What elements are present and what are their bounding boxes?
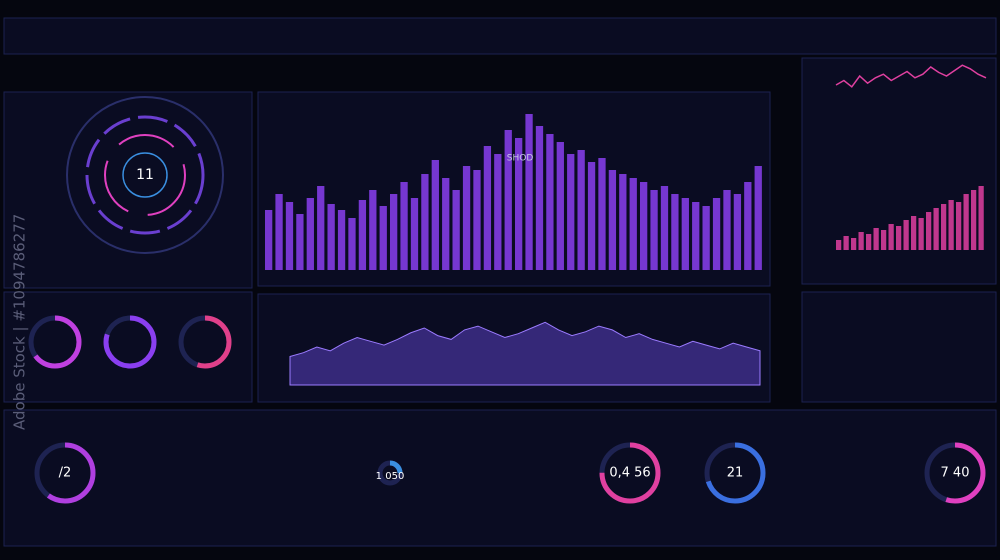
radar-ring bbox=[122, 152, 168, 198]
bar bbox=[265, 210, 273, 270]
bar bbox=[851, 238, 857, 250]
gauge-arc bbox=[377, 460, 403, 486]
bar bbox=[671, 194, 679, 270]
bar bbox=[903, 220, 909, 250]
bar bbox=[754, 166, 762, 270]
radar-ring bbox=[104, 134, 186, 216]
bar bbox=[866, 234, 872, 250]
bar bbox=[918, 218, 924, 250]
gauge-label: 0,4 56 bbox=[609, 466, 650, 481]
bar bbox=[546, 134, 554, 270]
radar-ring bbox=[85, 115, 205, 235]
gauge-arc bbox=[103, 315, 157, 369]
bar bbox=[858, 232, 864, 250]
bar bbox=[598, 158, 606, 270]
bar bbox=[379, 206, 387, 270]
bar bbox=[888, 224, 894, 250]
bar bbox=[369, 190, 377, 270]
bar bbox=[410, 198, 419, 270]
bar bbox=[971, 190, 977, 250]
bar bbox=[640, 182, 648, 270]
bar bbox=[587, 162, 596, 270]
bar bbox=[881, 230, 887, 250]
gauge-label: /2 bbox=[59, 466, 72, 481]
gauge-arc bbox=[704, 442, 766, 504]
gauge-arc bbox=[924, 442, 986, 504]
bar bbox=[896, 226, 902, 250]
bar bbox=[535, 126, 544, 270]
bar bbox=[275, 194, 283, 270]
bar bbox=[337, 210, 346, 270]
bar bbox=[400, 182, 408, 270]
gauge-arc bbox=[599, 442, 661, 504]
bar bbox=[296, 214, 304, 270]
bar bbox=[650, 190, 658, 270]
radar: 11 bbox=[66, 96, 224, 254]
bar bbox=[317, 186, 325, 270]
line bbox=[835, 64, 987, 88]
bar bbox=[567, 154, 575, 270]
bottom-strip bbox=[3, 409, 997, 547]
bar bbox=[358, 200, 367, 270]
bar bbox=[619, 174, 627, 270]
bar bbox=[629, 178, 637, 270]
side-gauge-panel bbox=[3, 291, 253, 403]
bar bbox=[525, 114, 533, 270]
bar bbox=[421, 174, 429, 270]
right-chart-panel bbox=[801, 57, 997, 285]
bar bbox=[712, 198, 721, 270]
bar bbox=[744, 182, 752, 270]
bar bbox=[911, 216, 917, 250]
bar bbox=[926, 212, 932, 250]
list-panel bbox=[801, 291, 997, 403]
gauge-arc bbox=[178, 315, 232, 369]
bar bbox=[608, 170, 617, 270]
bar bbox=[306, 198, 314, 270]
radar-ring bbox=[66, 96, 224, 254]
bar bbox=[956, 202, 962, 250]
bar bbox=[873, 228, 879, 250]
top-bar bbox=[3, 17, 997, 55]
bar bbox=[285, 202, 294, 270]
bar bbox=[692, 202, 700, 270]
bar bbox=[494, 154, 502, 270]
bar bbox=[843, 236, 849, 250]
bar bbox=[836, 240, 842, 250]
radar-readout: 11 bbox=[136, 167, 154, 183]
bar bbox=[504, 130, 512, 270]
bar bbox=[462, 166, 471, 270]
bar bbox=[660, 186, 669, 270]
bar bbox=[515, 138, 523, 270]
area bbox=[289, 321, 761, 386]
bar bbox=[327, 204, 335, 270]
gauge-arc bbox=[28, 315, 82, 369]
watermark: Adobe Stock | #1094786277 bbox=[11, 214, 29, 430]
bar bbox=[941, 204, 947, 250]
gauge-label: 1 050 bbox=[376, 471, 405, 482]
bar bbox=[978, 186, 984, 250]
bar bbox=[723, 190, 731, 270]
bar bbox=[702, 206, 710, 270]
bar bbox=[733, 194, 742, 270]
bar bbox=[556, 142, 564, 270]
bar bbox=[681, 198, 689, 270]
bar bbox=[473, 170, 481, 270]
bar bbox=[442, 178, 450, 270]
chart-label: SHOD bbox=[507, 154, 534, 164]
bar bbox=[963, 194, 969, 250]
bar bbox=[948, 200, 954, 250]
bar bbox=[390, 194, 398, 270]
bar bbox=[431, 160, 439, 270]
gauge-label: 7 40 bbox=[941, 466, 970, 481]
bar bbox=[933, 208, 939, 250]
gauge-label: 21 bbox=[727, 466, 744, 481]
gauge-arc bbox=[34, 442, 96, 504]
bar bbox=[483, 146, 492, 270]
bar bbox=[348, 218, 356, 270]
bar bbox=[452, 190, 460, 270]
bar bbox=[577, 150, 585, 270]
